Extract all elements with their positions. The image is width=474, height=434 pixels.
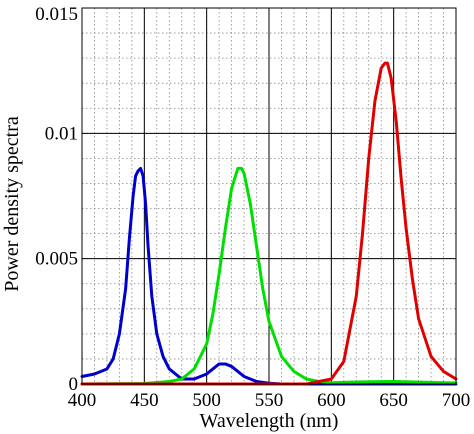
- major-grid: [81, 7, 457, 385]
- red-spectrum-line: [80, 61, 458, 386]
- x-tick-label: 650: [379, 390, 408, 411]
- blue-spectrum-line: [80, 166, 458, 386]
- x-axis-ticks: 400 450 500 550 600 650 700: [68, 390, 471, 411]
- series-lines: [80, 61, 458, 386]
- x-tick-label: 700: [442, 390, 471, 411]
- y-axis-label: Power density spectra: [1, 116, 23, 292]
- x-tick-label: 500: [192, 390, 221, 411]
- x-tick-label: 550: [255, 390, 284, 411]
- x-axis-label: Wavelength (nm): [200, 410, 339, 432]
- y-tick-label: 0.015: [35, 4, 78, 25]
- y-tick-label: 0.005: [35, 249, 78, 270]
- x-tick-label: 600: [317, 390, 346, 411]
- y-tick-label: 0.01: [45, 123, 78, 144]
- y-axis-ticks: 0 0.005 0.01 0.015: [35, 4, 78, 395]
- x-tick-label: 450: [130, 390, 159, 411]
- x-tick-label: 400: [68, 390, 97, 411]
- plot-frame: [81, 7, 457, 385]
- y-tick-label: 0: [69, 374, 79, 395]
